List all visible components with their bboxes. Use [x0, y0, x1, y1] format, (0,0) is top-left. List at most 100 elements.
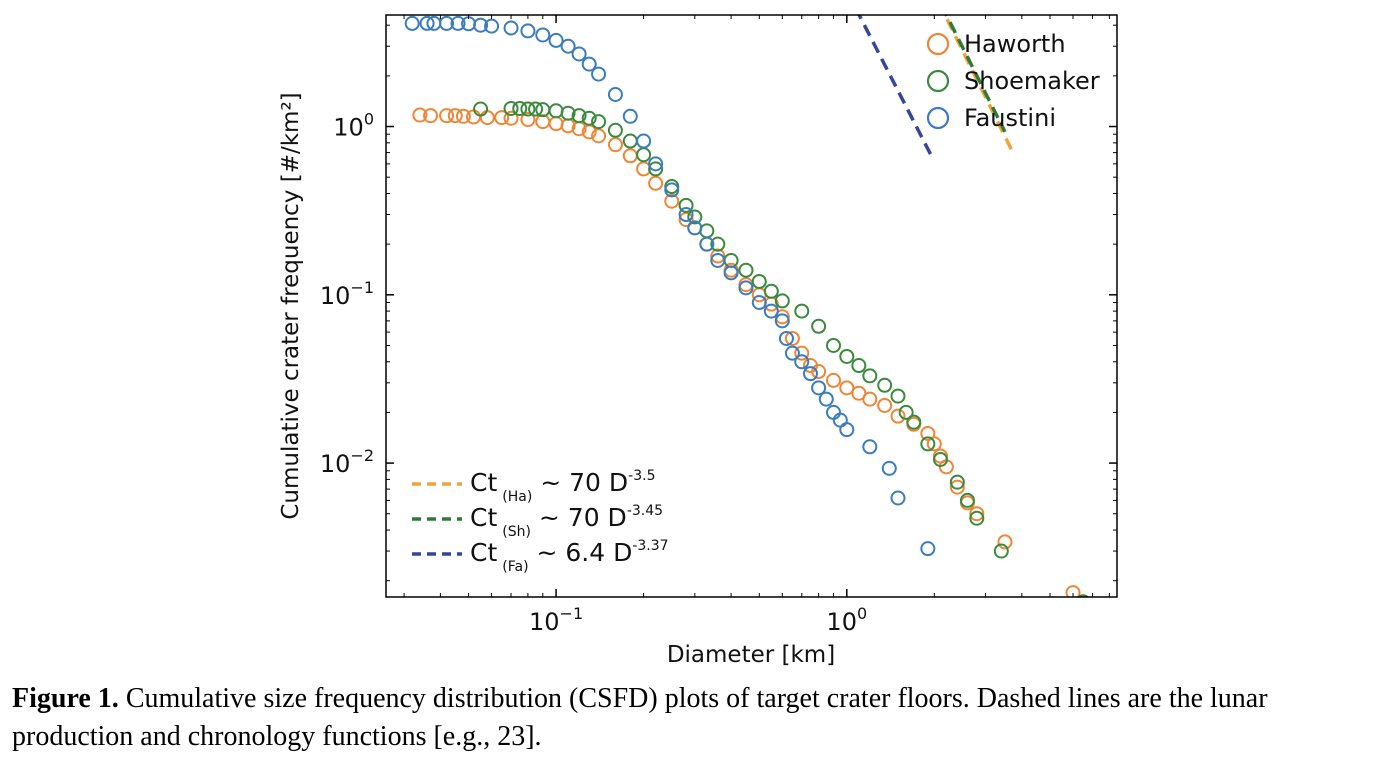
data-point: [447, 108, 463, 124]
legend-label: Shoemaker: [964, 67, 1100, 95]
data-point: [723, 252, 739, 268]
data-point: [607, 122, 623, 138]
data-point: [825, 337, 841, 353]
data-point: [473, 17, 489, 33]
legend-marker: [926, 32, 950, 56]
data-point: [473, 101, 489, 117]
data-point: [699, 236, 715, 252]
data-point: [969, 510, 985, 526]
data-point: [926, 436, 942, 452]
data-point: [839, 380, 855, 396]
data-point: [687, 209, 703, 225]
data-point: [648, 156, 664, 172]
data-point: [778, 330, 794, 346]
data-point: [825, 404, 841, 420]
data-point: [763, 283, 779, 299]
data-point: [997, 534, 1013, 550]
data-point: [503, 20, 519, 36]
data-point: [862, 391, 878, 407]
data-point: [423, 108, 439, 124]
data-point: [710, 236, 726, 252]
data-point: [412, 107, 428, 123]
data-point: [751, 294, 767, 310]
data-point: [520, 23, 536, 39]
legend-label: Haworth: [964, 30, 1066, 58]
data-point: [881, 460, 897, 476]
data-point: [851, 358, 867, 374]
data-point: [607, 86, 623, 102]
data-point: [710, 252, 726, 268]
data-point: [581, 110, 597, 126]
data-point: [607, 137, 623, 153]
data-point: [932, 452, 948, 468]
fit-legend-label: Ct (Ha) ~ 70 D-3.5: [470, 468, 655, 505]
data-point: [622, 108, 638, 124]
data-point: [494, 110, 510, 126]
data-point: [890, 408, 906, 424]
data-point: [794, 303, 810, 319]
data-point: [949, 479, 965, 495]
data-point: [678, 212, 694, 228]
y-tick-label: 10−2: [320, 446, 374, 478]
data-point: [898, 404, 914, 420]
data-point: [648, 175, 664, 191]
fit-line-1: [944, 15, 1007, 133]
data-point: [687, 220, 703, 236]
data-point: [648, 161, 664, 177]
data-point: [560, 38, 576, 54]
data-point: [535, 27, 551, 43]
data-point: [784, 330, 800, 346]
data-point: [811, 380, 827, 396]
data-point: [439, 108, 455, 124]
data-point: [784, 345, 800, 361]
data-point: [811, 364, 827, 380]
data-point: [794, 345, 810, 361]
data-point: [560, 105, 576, 121]
x-tick-label: 10−1: [529, 604, 583, 636]
data-point: [920, 425, 936, 441]
data-point: [862, 439, 878, 455]
data-point: [571, 46, 587, 62]
data-point: [811, 318, 827, 334]
data-point: [774, 293, 790, 309]
data-point: [839, 348, 855, 364]
data-point: [591, 128, 607, 144]
data-point: [969, 506, 985, 522]
legend-marker: [926, 106, 950, 130]
x-tick-label: 100: [826, 604, 867, 636]
fit-line-2: [857, 15, 933, 157]
data-point: [890, 388, 906, 404]
data-point: [959, 492, 975, 508]
data-point: [479, 110, 495, 126]
caption-label: Figure 1.: [12, 683, 119, 714]
plot-frame: [385, 14, 1118, 598]
data-point: [774, 313, 790, 329]
data-point: [1077, 594, 1089, 597]
data-point: [751, 273, 767, 289]
data-point: [993, 543, 1009, 559]
data-point: [877, 397, 893, 413]
data-point: [678, 197, 694, 213]
data-point: [591, 66, 607, 82]
data-point: [520, 112, 536, 128]
legend-label: Faustini: [964, 104, 1056, 132]
data-point: [439, 15, 455, 31]
data-point: [906, 414, 922, 430]
legend-marker: [926, 69, 950, 93]
data-point: [484, 18, 500, 34]
y-tick-label: 100: [333, 110, 374, 142]
data-point: [738, 262, 754, 278]
data-point: [818, 391, 834, 407]
caption-text: Cumulative size frequency distribution (…: [12, 683, 1268, 752]
data-point: [636, 147, 652, 163]
data-point: [512, 100, 528, 116]
csfd-chart: 10−1 100 10−2 10−1 100 Diameter [km] Cumulat…: [278, 14, 1118, 668]
y-axis-label: Cumulative crater frequency [#/km²]: [278, 92, 304, 519]
data-point: [763, 303, 779, 319]
data-point: [622, 133, 638, 149]
x-axis-label: Diameter [km]: [667, 642, 835, 668]
data-point: [920, 541, 936, 557]
legend: Haworth Shoemaker Faustini: [926, 30, 1100, 132]
data-point: [404, 15, 420, 31]
